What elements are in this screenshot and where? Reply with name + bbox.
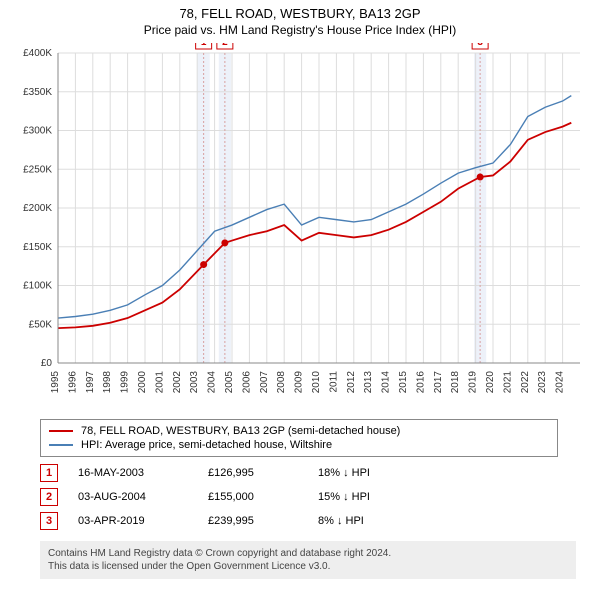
x-tick-label: 2014 bbox=[381, 371, 392, 394]
page-subtitle: Price paid vs. HM Land Registry's House … bbox=[0, 21, 600, 43]
sale-diff: 18% ↓ HPI bbox=[318, 467, 418, 479]
y-tick-label: £300K bbox=[23, 126, 52, 137]
legend: 78, FELL ROAD, WESTBURY, BA13 2GP (semi-… bbox=[40, 419, 558, 457]
x-tick-label: 1996 bbox=[67, 371, 78, 394]
series-property bbox=[58, 123, 571, 328]
x-tick-label: 2003 bbox=[189, 371, 200, 394]
sale-badge-label: 1 bbox=[201, 43, 207, 48]
chart-svg: £0 £50K £100K £150K £200K £250K £300K £350K £400… bbox=[10, 43, 590, 413]
sale-price: £239,995 bbox=[208, 515, 298, 527]
x-tick-label: 2013 bbox=[363, 371, 374, 394]
sale-date: 16-MAY-2003 bbox=[78, 467, 188, 479]
x-tick-label: 2005 bbox=[224, 371, 235, 394]
sale-row: 2 03-AUG-2004 £155,000 15% ↓ HPI bbox=[40, 485, 590, 509]
x-tick-label: 1999 bbox=[120, 371, 131, 394]
sales-table: 1 16-MAY-2003 £126,995 18% ↓ HPI 2 03-AUG-200… bbox=[40, 461, 590, 533]
x-tick-label: 2024 bbox=[555, 371, 566, 394]
legend-row: 78, FELL ROAD, WESTBURY, BA13 2GP (semi-… bbox=[49, 424, 549, 438]
sale-row: 1 16-MAY-2003 £126,995 18% ↓ HPI bbox=[40, 461, 590, 485]
x-tick-label: 2001 bbox=[154, 371, 165, 394]
license-line-2: This data is licensed under the Open Gov… bbox=[48, 561, 330, 572]
y-tick-label: £400K bbox=[23, 48, 52, 59]
sale-date: 03-AUG-2004 bbox=[78, 491, 188, 503]
license-note: Contains HM Land Registry data © Crown c… bbox=[40, 541, 576, 579]
sale-badge: 1 bbox=[40, 464, 58, 482]
sale-diff: 15% ↓ HPI bbox=[318, 491, 418, 503]
x-tick-label: 2006 bbox=[241, 371, 252, 394]
page-title: 78, FELL ROAD, WESTBURY, BA13 2GP bbox=[0, 0, 600, 21]
legend-label: HPI: Average price, semi-detached house,… bbox=[81, 439, 332, 451]
chart-container: 78, FELL ROAD, WESTBURY, BA13 2GP Price … bbox=[0, 0, 600, 590]
x-tick-label: 2000 bbox=[137, 371, 148, 394]
sale-badge: 3 bbox=[40, 512, 58, 530]
x-tick-label: 2011 bbox=[328, 371, 339, 393]
x-tick-label: 2020 bbox=[485, 371, 496, 394]
sale-date: 03-APR-2019 bbox=[78, 515, 188, 527]
x-tick-label: 2023 bbox=[537, 371, 548, 394]
y-tick-label: £250K bbox=[23, 164, 52, 175]
y-tick-label: £0 bbox=[41, 358, 53, 369]
sale-price: £155,000 bbox=[208, 491, 298, 503]
sale-diff: 8% ↓ HPI bbox=[318, 515, 418, 527]
sale-price: £126,995 bbox=[208, 467, 298, 479]
chart-area: £0 £50K £100K £150K £200K £250K £300K £350K £400… bbox=[10, 43, 590, 413]
sale-row: 3 03-APR-2019 £239,995 8% ↓ HPI bbox=[40, 509, 590, 533]
series-hpi bbox=[58, 96, 571, 318]
x-tick-label: 2010 bbox=[311, 371, 322, 394]
x-tick-label: 2017 bbox=[433, 371, 444, 394]
sale-point bbox=[200, 261, 207, 268]
legend-swatch bbox=[49, 430, 73, 432]
sale-point bbox=[221, 239, 228, 246]
x-tick-label: 1995 bbox=[50, 371, 61, 394]
y-tick-label: £200K bbox=[23, 203, 52, 214]
x-tick-label: 2009 bbox=[294, 371, 305, 394]
x-tick-label: 1998 bbox=[102, 371, 113, 394]
y-tick-label: £150K bbox=[23, 242, 52, 253]
legend-label: 78, FELL ROAD, WESTBURY, BA13 2GP (semi-… bbox=[81, 425, 400, 437]
x-tick-label: 2015 bbox=[398, 371, 409, 394]
x-tick-label: 2021 bbox=[502, 371, 513, 394]
x-tick-label: 1997 bbox=[85, 371, 96, 394]
sale-badge-label: 2 bbox=[222, 43, 228, 48]
x-tick-label: 2012 bbox=[346, 371, 357, 394]
y-tick-label: £100K bbox=[23, 281, 52, 292]
x-tick-label: 2018 bbox=[450, 371, 461, 394]
x-tick-label: 2004 bbox=[207, 371, 218, 394]
x-tick-label: 2008 bbox=[276, 371, 287, 394]
x-tick-label: 2016 bbox=[415, 371, 426, 394]
sale-point bbox=[477, 174, 484, 181]
x-tick-label: 2007 bbox=[259, 371, 270, 394]
license-line-1: Contains HM Land Registry data © Crown c… bbox=[48, 548, 391, 559]
y-tick-label: £350K bbox=[23, 87, 52, 98]
sale-badge-label: 3 bbox=[477, 43, 483, 48]
x-tick-label: 2002 bbox=[172, 371, 183, 394]
x-tick-label: 2022 bbox=[520, 371, 531, 394]
legend-row: HPI: Average price, semi-detached house,… bbox=[49, 438, 549, 452]
y-tick-label: £50K bbox=[29, 319, 53, 330]
legend-swatch bbox=[49, 444, 73, 446]
sale-badge: 2 bbox=[40, 488, 58, 506]
x-tick-label: 2019 bbox=[468, 371, 479, 394]
